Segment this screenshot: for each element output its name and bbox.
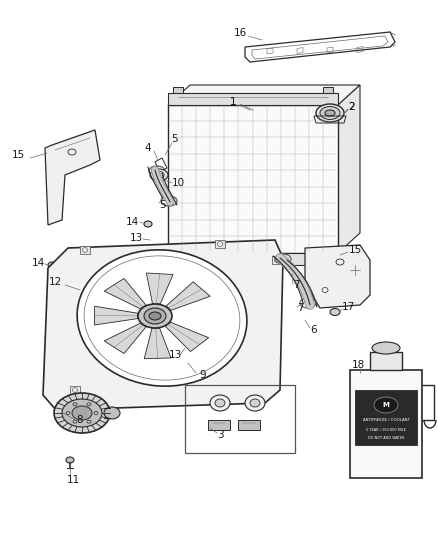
Text: 2: 2 bbox=[349, 102, 355, 112]
Ellipse shape bbox=[150, 169, 168, 181]
Text: 12: 12 bbox=[48, 277, 62, 287]
Polygon shape bbox=[165, 322, 208, 352]
Ellipse shape bbox=[372, 342, 400, 354]
Ellipse shape bbox=[138, 304, 172, 328]
Text: 5: 5 bbox=[159, 200, 165, 210]
Text: 1: 1 bbox=[230, 97, 237, 107]
Text: 15: 15 bbox=[348, 245, 362, 255]
Text: 7: 7 bbox=[297, 303, 303, 313]
Bar bbox=[185, 385, 295, 453]
Text: 14: 14 bbox=[32, 258, 45, 268]
Text: 1: 1 bbox=[230, 97, 237, 107]
Bar bbox=[168, 105, 338, 253]
Text: 16: 16 bbox=[233, 28, 247, 38]
Bar bbox=[350, 370, 422, 478]
Text: 18: 18 bbox=[351, 360, 364, 370]
Ellipse shape bbox=[320, 107, 340, 119]
Polygon shape bbox=[168, 93, 338, 105]
Ellipse shape bbox=[374, 397, 398, 413]
Polygon shape bbox=[323, 87, 333, 93]
Ellipse shape bbox=[210, 395, 230, 411]
Text: 14: 14 bbox=[125, 217, 138, 227]
Bar bbox=[208, 420, 230, 430]
Text: 13: 13 bbox=[129, 233, 143, 243]
Text: 11: 11 bbox=[67, 475, 80, 485]
Ellipse shape bbox=[104, 407, 120, 419]
Polygon shape bbox=[168, 253, 338, 265]
Text: 8: 8 bbox=[77, 415, 83, 425]
Ellipse shape bbox=[144, 221, 152, 227]
Ellipse shape bbox=[144, 308, 166, 324]
Text: 10: 10 bbox=[171, 178, 184, 188]
Text: 7: 7 bbox=[293, 280, 299, 290]
Text: 5 YEAR / 150,000 MILE: 5 YEAR / 150,000 MILE bbox=[366, 428, 406, 432]
Text: 3: 3 bbox=[217, 430, 223, 440]
Ellipse shape bbox=[48, 262, 56, 268]
Polygon shape bbox=[45, 130, 100, 225]
Text: 2: 2 bbox=[349, 102, 355, 112]
Ellipse shape bbox=[149, 312, 161, 320]
Bar bbox=[238, 420, 260, 430]
Polygon shape bbox=[94, 306, 138, 325]
Polygon shape bbox=[43, 240, 283, 410]
Bar bbox=[215, 240, 225, 248]
Polygon shape bbox=[305, 245, 370, 308]
Text: 17: 17 bbox=[341, 302, 355, 312]
Text: 13: 13 bbox=[168, 350, 182, 360]
Ellipse shape bbox=[250, 399, 260, 407]
Ellipse shape bbox=[62, 399, 102, 427]
Ellipse shape bbox=[215, 399, 225, 407]
Bar bbox=[370, 352, 402, 370]
Polygon shape bbox=[104, 323, 146, 353]
Bar bbox=[272, 256, 282, 264]
Text: ANTIFREEZE / COOLANT: ANTIFREEZE / COOLANT bbox=[363, 418, 410, 422]
Polygon shape bbox=[166, 282, 210, 310]
Polygon shape bbox=[173, 87, 183, 93]
Bar bbox=[80, 246, 90, 254]
Ellipse shape bbox=[245, 395, 265, 411]
Text: M: M bbox=[382, 402, 389, 408]
Text: 9: 9 bbox=[200, 370, 206, 380]
Ellipse shape bbox=[72, 406, 92, 420]
Text: 5: 5 bbox=[172, 134, 178, 144]
Text: DO NOT ADD WATER: DO NOT ADD WATER bbox=[368, 436, 404, 440]
Ellipse shape bbox=[316, 104, 344, 122]
Bar bbox=[355, 390, 417, 445]
Text: 6: 6 bbox=[311, 325, 317, 335]
Ellipse shape bbox=[66, 457, 74, 463]
Polygon shape bbox=[104, 278, 146, 309]
Ellipse shape bbox=[54, 393, 110, 433]
Polygon shape bbox=[338, 85, 360, 253]
Ellipse shape bbox=[330, 309, 340, 316]
Bar bbox=[70, 386, 80, 394]
Polygon shape bbox=[146, 273, 173, 304]
Ellipse shape bbox=[77, 250, 247, 386]
Polygon shape bbox=[168, 85, 360, 105]
Polygon shape bbox=[144, 328, 171, 359]
Text: 15: 15 bbox=[11, 150, 25, 160]
Ellipse shape bbox=[325, 110, 335, 116]
Text: 4: 4 bbox=[145, 143, 151, 153]
